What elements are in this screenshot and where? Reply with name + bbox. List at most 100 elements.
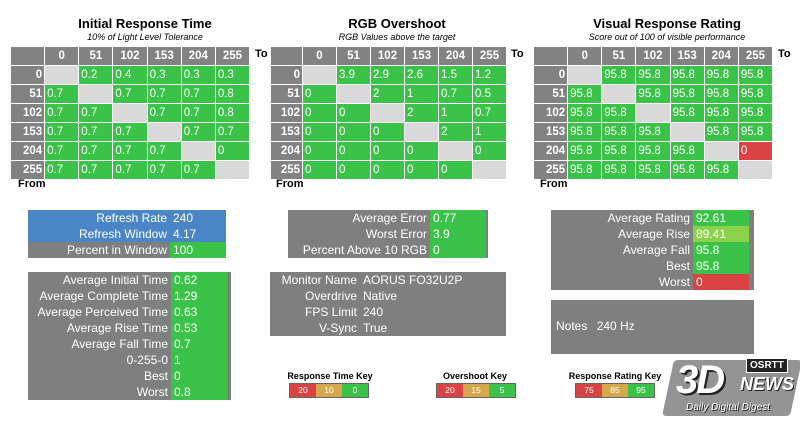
matrix-cell: 0: [336, 160, 371, 180]
avg-initial-label: Average Initial Time: [62, 273, 168, 287]
response-time-key-title: Response Time Key: [287, 371, 373, 381]
matrix-cell: 95.8: [601, 65, 637, 85]
matrix-col-header: 255: [737, 46, 774, 66]
matrix-cell: 95.8: [737, 122, 774, 142]
matrix-row: 255 0.7 0.7 0.7 0.7 0.7: [9, 160, 251, 180]
rgb-overshoot-matrix: 0 51 102 153 204 255 0 3.9 2.9 2.6 1.5 1.2 51 0 2 1 0.7 0…: [270, 46, 507, 180]
monitor-name-value: AORUS FO32U2P: [363, 273, 463, 287]
to-label: To: [255, 48, 268, 60]
fps-limit-value: 240: [363, 305, 384, 319]
matrix-cell-empty: [567, 65, 603, 85]
matrix-row-header: 204: [270, 141, 303, 161]
matrix-row: 102 95.8 95.8 95.8 95.8 95.8: [532, 103, 774, 123]
matrix-row: 0 0.2 0.4 0.3 0.3 0.3: [9, 65, 251, 85]
matrix-row-header: 153: [9, 122, 46, 142]
matrix-cell-empty: [669, 122, 705, 142]
zero-255-zero-value: 1: [171, 352, 227, 368]
matrix-cell: 0: [370, 141, 405, 161]
matrix-row-header: 51: [270, 84, 303, 104]
matrix-cell: 0.7: [78, 160, 114, 180]
matrix-cell-empty: [635, 103, 671, 123]
matrix-row-header: 255: [532, 160, 569, 180]
matrix-cell: 95.8: [601, 122, 637, 142]
key-swatch-green: 5: [489, 384, 515, 397]
refresh-panel: Refresh Rate 240 Refresh Window 4.17 Per…: [28, 210, 226, 258]
matrix-subtitle: RGB Values above the target: [338, 32, 456, 42]
error-values: Average Error 0.77 Worst Error 3.9 Perce…: [288, 210, 486, 258]
matrix-col-header: 255: [214, 46, 251, 66]
notes-panel: [551, 300, 754, 354]
from-label: From: [276, 178, 304, 190]
matrix-row: 0 3.9 2.9 2.6 1.5 1.2: [270, 65, 507, 85]
matrix-col-header: 102: [370, 46, 405, 66]
matrix-header-row: 0 51 102 153 204 255: [532, 46, 774, 66]
worst-rating-value: 0: [693, 274, 749, 290]
matrix-cell: 0.3: [214, 65, 251, 85]
matrix-row-header: 255: [9, 160, 46, 180]
average-rating-label: Average Rating: [607, 211, 691, 225]
matrix-cell-empty: [44, 65, 80, 85]
matrix-row: 255 95.8 95.8 95.8 95.8 95.8: [532, 160, 774, 180]
to-label: To: [778, 48, 791, 60]
logo-sub: NEWS: [740, 374, 794, 394]
matrix-cell: 95.8: [635, 160, 671, 180]
matrix-cell: 0.7: [180, 84, 216, 104]
matrix-title: Visual Response Rating: [593, 16, 741, 31]
matrix-cell: 0.7: [44, 84, 80, 104]
matrix-cell: 1: [404, 84, 439, 104]
matrix-cell: 95.8: [567, 103, 603, 123]
percent-above-label: Percent Above 10 RGB: [302, 243, 427, 257]
matrix-cell: 0.7: [146, 84, 182, 104]
matrix-row-header: 51: [9, 84, 46, 104]
3dnews-logo: 3D OSRTT NEWS Daily Digital Digest: [662, 350, 800, 426]
matrix-cell: 95.8: [669, 141, 705, 161]
percent-window-value: 100: [170, 242, 226, 258]
matrix-row: 204 0.7 0.7 0.7 0.7 0: [9, 141, 251, 161]
matrix-cell: 95.8: [703, 65, 739, 85]
matrix-cell: 95.8: [669, 84, 705, 104]
matrix-cell: 0.7: [112, 84, 148, 104]
matrix-cell: 0.3: [180, 65, 216, 85]
overdrive-label: Overdrive: [304, 289, 357, 303]
matrix-row-header: 102: [9, 103, 46, 123]
matrix-cell: 0: [438, 160, 473, 180]
matrix-cell: 0.7: [472, 103, 507, 123]
matrix-row-header: 255: [270, 160, 303, 180]
matrix-col-header: 0: [567, 46, 603, 66]
matrix-cell: 2: [370, 84, 405, 104]
key-swatch-green: 95: [628, 384, 654, 397]
matrix-corner: [270, 46, 303, 66]
matrix-corner: [532, 46, 569, 66]
avg-fall-label: Average Fall Time: [71, 337, 169, 351]
matrix-cell: 0: [302, 160, 337, 180]
response-time-key: 20 10 0: [289, 383, 369, 398]
matrix-row-header: 102: [270, 103, 303, 123]
matrix-cell: 0: [336, 141, 371, 161]
matrix-cell: 0.2: [78, 65, 114, 85]
matrix-cell: 95.8: [669, 103, 705, 123]
refresh-window-value: 4.17: [173, 227, 197, 241]
matrix-col-header: 204: [438, 46, 473, 66]
matrix-title: RGB Overshoot: [348, 16, 446, 31]
matrix-cell: 0.8: [214, 84, 251, 104]
avg-rise-label: Average Rise Time: [66, 321, 168, 335]
matrix-cell: 95.8: [703, 122, 739, 142]
matrix-cell: 1: [438, 103, 473, 123]
refresh-window-label: Refresh Window: [78, 227, 167, 241]
matrix-cell: 0: [336, 103, 371, 123]
matrix-cell-empty: [370, 103, 405, 123]
matrix-col-header: 0: [302, 46, 337, 66]
matrix-cell: 0: [214, 141, 251, 161]
matrix-row: 255 0 0 0 0 0: [270, 160, 507, 180]
logo-tagline: Daily Digital Digest: [686, 402, 770, 413]
matrix-row-header: 204: [9, 141, 46, 161]
matrix-col-header: 153: [146, 46, 182, 66]
matrix-header-row: 0 51 102 153 204 255: [270, 46, 507, 66]
matrix-cell: 0: [737, 141, 774, 161]
matrix-row-header: 0: [532, 65, 569, 85]
key-swatch-amber: 85: [602, 384, 628, 397]
matrix-row-header: 153: [532, 122, 569, 142]
worst-error-value: 3.9: [430, 226, 486, 242]
matrix-subtitle: Score out of 100 of visible performance: [588, 32, 746, 42]
matrix-cell: 0.4: [112, 65, 148, 85]
